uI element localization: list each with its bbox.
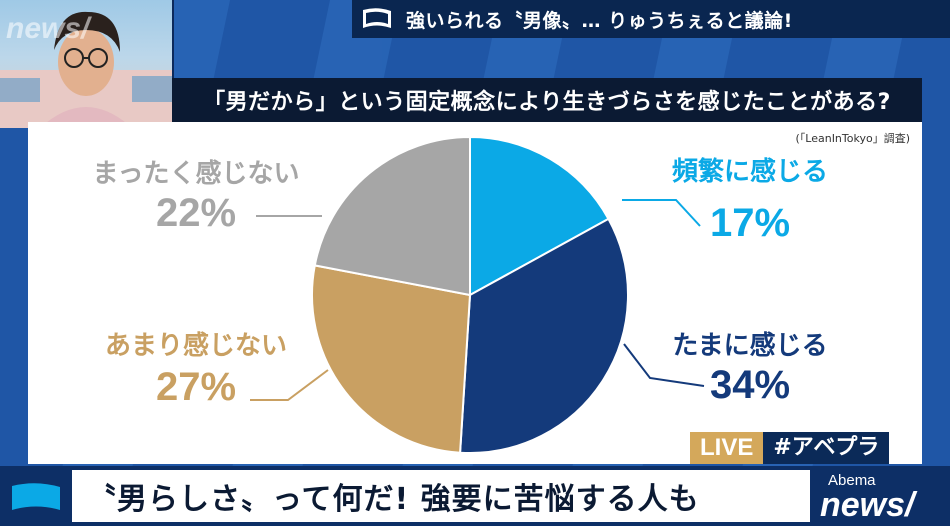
leader-line: [622, 199, 701, 227]
watermark: news/: [6, 12, 90, 45]
live-badge: LIVE #アベプラ: [690, 432, 890, 464]
pie-slice: [459, 217, 629, 454]
abema-flag-icon: [363, 8, 391, 29]
presenter-video: [0, 0, 174, 128]
slice-value-label: 17%: [710, 201, 790, 245]
leader-line: [250, 369, 329, 401]
live-label: LIVE: [690, 432, 764, 464]
abema-flag-icon: [12, 483, 60, 510]
chart-panel: 頻繁に感じる 17% たまに感じる 34% あまり感じない 27% まったく感じない 22% …: [28, 122, 922, 464]
hashtag-label: #アベプラ: [763, 432, 890, 464]
headline-box: 〝男らしさ〟って何だ! 強要に苦悩する人も: [72, 470, 810, 522]
slice-value-label: 22%: [156, 191, 236, 235]
question-banner: 「男だから」という固定概念により生きづらさを感じたことがある?: [172, 78, 922, 122]
slice-value-label: 27%: [156, 365, 236, 409]
abema-news-logo: Abema news/: [812, 468, 950, 526]
topic-title: 強いられる〝男像〟… りゅうちぇると議論!: [406, 9, 793, 32]
pie-slices: [311, 135, 629, 454]
slice-label: たまに感じる: [672, 331, 827, 361]
slice-label: あまり感じない: [105, 331, 287, 361]
pie-slice: [313, 135, 471, 297]
question-text: 「男だから」という固定概念により生きづらさを感じたことがある?: [203, 90, 891, 115]
pie-slice: [311, 264, 472, 454]
leader-lines: [250, 199, 705, 401]
source-note: (「LeanInTokyo」調査): [795, 132, 910, 145]
logo-small-text: Abema: [828, 472, 876, 489]
bottom-ticker: 〝男らしさ〟って何だ! 強要に苦悩する人も Abema news/: [0, 466, 950, 526]
slice-value-label: 34%: [710, 363, 790, 407]
pie-slice: [469, 135, 610, 297]
logo-big-text: news/: [820, 486, 915, 524]
slice-label: 頻繁に感じる: [672, 156, 828, 187]
headline-text: 〝男らしさ〟って何だ! 強要に苦悩する人も: [86, 482, 700, 517]
leader-line: [623, 343, 705, 387]
topic-bar: 強いられる〝男像〟… りゅうちぇると議論!: [352, 0, 950, 38]
slice-label: まったく感じない: [93, 159, 300, 189]
